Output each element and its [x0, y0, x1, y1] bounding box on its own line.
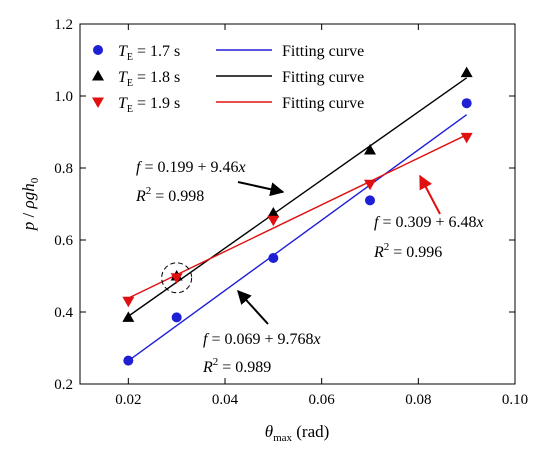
r2-label-red: R2 = 0.996: [373, 241, 442, 261]
x-tick-label: 0.04: [212, 392, 239, 408]
legend-fit-label-te-1-7: Fitting curve: [282, 43, 364, 60]
data-point-te-1-8: [364, 144, 376, 155]
fit-line-te-1-9: [128, 134, 467, 299]
x-axis: 0.02 0.04 0.06 0.08 0.10: [115, 24, 528, 408]
legend-label-te-1-7: TE = 1.7 s: [118, 43, 180, 63]
legend-marker-te-1-8: [92, 70, 104, 81]
x-tick-label: 0.10: [502, 392, 528, 408]
annotation-black: f = 0.199 + 9.46x R2 = 0.998: [135, 159, 246, 205]
data-point-te-1-7: [123, 355, 134, 366]
highlight-dashed-circle: [161, 262, 193, 294]
legend-label-te-1-9: TE = 1.9 s: [118, 95, 180, 115]
data-point-te-1-9: [364, 179, 376, 191]
r2-label-black: R2 = 0.998: [135, 185, 204, 205]
x-tick-label: 0.02: [115, 392, 141, 408]
equation-label-red: f = 0.309 + 6.48x: [374, 214, 484, 231]
legend-fit-label-te-1-8: Fitting curve: [282, 69, 364, 86]
data-point-te-1-9: [170, 273, 183, 284]
fit-line-te-1-7: [127, 114, 468, 362]
fit-line-te-1-8: [127, 77, 468, 317]
arrow-blue-annotation: [237, 289, 269, 325]
x-axis-label: θmax (rad): [265, 422, 330, 444]
y-axis-label: p / ρgh0: [19, 177, 41, 231]
arrow-red: [419, 174, 441, 215]
equation-label-blue: f = 0.069 + 9.768x: [203, 331, 321, 348]
y-axis: 0.2 0.4 0.6 0.8 1.0 1.2: [54, 17, 515, 393]
y-tick-label: 0.4: [54, 305, 73, 321]
plot-frame: [79, 23, 516, 385]
legend-label-te-1-8: TE = 1.8 s: [118, 69, 180, 89]
data-point-te-1-9: [122, 296, 135, 308]
equation-label-black: f = 0.199 + 9.46x: [136, 159, 246, 176]
x-tick-label: 0.08: [405, 392, 431, 408]
legend: TE = 1.7 s Fitting curve TE = 1.8 s Fitting…: [92, 43, 364, 115]
annotation-blue: f = 0.069 + 9.768x R2 = 0.989: [202, 331, 321, 376]
data-point-te-1-8: [267, 207, 280, 218]
data-point-te-1-8: [460, 66, 473, 78]
data-point-te-1-9: [460, 132, 473, 144]
y-tick-label: 1.2: [54, 17, 73, 33]
y-tick-label: 0.2: [54, 377, 73, 393]
plot-area: [79, 23, 516, 385]
legend-marker-te-1-7: [93, 45, 103, 55]
r2-label-blue: R2 = 0.989: [202, 356, 271, 376]
y-tick-label: 1.0: [54, 89, 73, 105]
data-point-te-1-7: [365, 195, 375, 206]
fit-lines: [127, 77, 468, 362]
annotation-arrows: [237, 174, 441, 325]
legend-fit-label-te-1-9: Fitting curve: [282, 95, 364, 112]
data-markers: [122, 66, 473, 366]
arrow-black: [237, 181, 285, 197]
y-tick-label: 0.6: [54, 233, 73, 249]
data-point-te-1-7: [268, 253, 279, 263]
legend-marker-te-1-9: [92, 97, 104, 108]
data-point-te-1-7: [171, 312, 182, 323]
data-point-te-1-8: [122, 311, 135, 322]
data-point-te-1-7: [461, 98, 472, 109]
annotation-red: f = 0.309 + 6.48x R2 = 0.996: [373, 214, 484, 261]
x-tick-label: 0.06: [309, 392, 336, 408]
data-point-te-1-9: [267, 215, 280, 227]
highlight-circle: [161, 262, 193, 294]
y-tick-label: 0.8: [54, 161, 73, 177]
